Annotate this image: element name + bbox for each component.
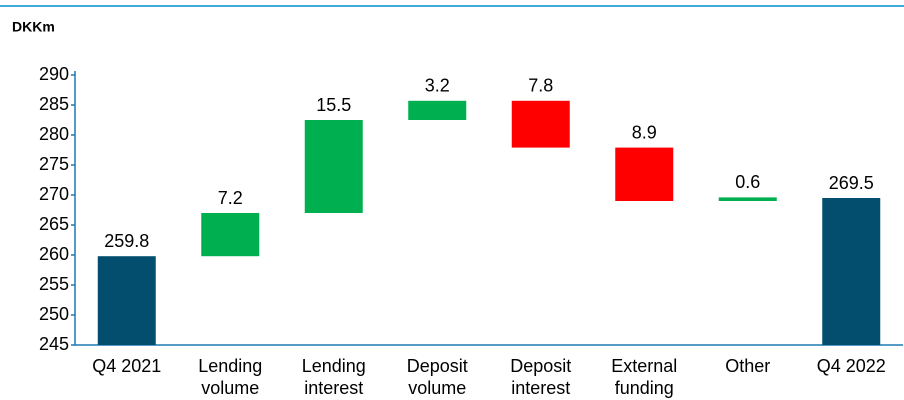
x-tick-label: Deposit: [510, 356, 571, 376]
bar: [511, 100, 570, 148]
x-tick-label: Deposit: [407, 356, 468, 376]
x-tick-label: volume: [201, 378, 259, 398]
bar: [822, 198, 881, 345]
value-label: 8.9: [632, 122, 657, 142]
y-tick-label: 255: [39, 274, 69, 294]
value-label: 7.2: [218, 188, 243, 208]
x-tick-label: Q4 2022: [817, 356, 886, 376]
bar: [408, 100, 467, 120]
bar: [201, 213, 260, 257]
x-tick-label: Q4 2021: [92, 356, 161, 376]
value-label: 15.5: [316, 95, 351, 115]
bar: [718, 197, 777, 201]
x-tick-label: volume: [408, 378, 466, 398]
x-tick-label: interest: [511, 378, 570, 398]
y-tick-label: 290: [39, 64, 69, 84]
x-tick-label: interest: [304, 378, 363, 398]
x-tick-label: Lending: [302, 356, 366, 376]
value-label: 7.8: [528, 76, 553, 96]
y-tick-label: 280: [39, 124, 69, 144]
bar: [304, 120, 363, 213]
y-tick-label: 285: [39, 94, 69, 114]
unit-label: DKKm: [12, 19, 55, 35]
y-tick-label: 245: [39, 334, 69, 354]
bar: [97, 256, 156, 345]
x-tick-label: Other: [725, 356, 770, 376]
x-tick-label: Lending: [198, 356, 262, 376]
value-label: 3.2: [425, 76, 450, 96]
value-label: 269.5: [829, 173, 874, 193]
y-tick-label: 260: [39, 244, 69, 264]
value-label: 0.6: [735, 172, 760, 192]
y-tick-label: 250: [39, 304, 69, 324]
value-label: 259.8: [104, 231, 149, 251]
y-tick-label: 265: [39, 214, 69, 234]
bar: [615, 147, 674, 201]
y-tick-label: 275: [39, 154, 69, 174]
y-tick-label: 270: [39, 184, 69, 204]
x-tick-label: External: [611, 356, 677, 376]
x-tick-label: funding: [615, 378, 674, 398]
